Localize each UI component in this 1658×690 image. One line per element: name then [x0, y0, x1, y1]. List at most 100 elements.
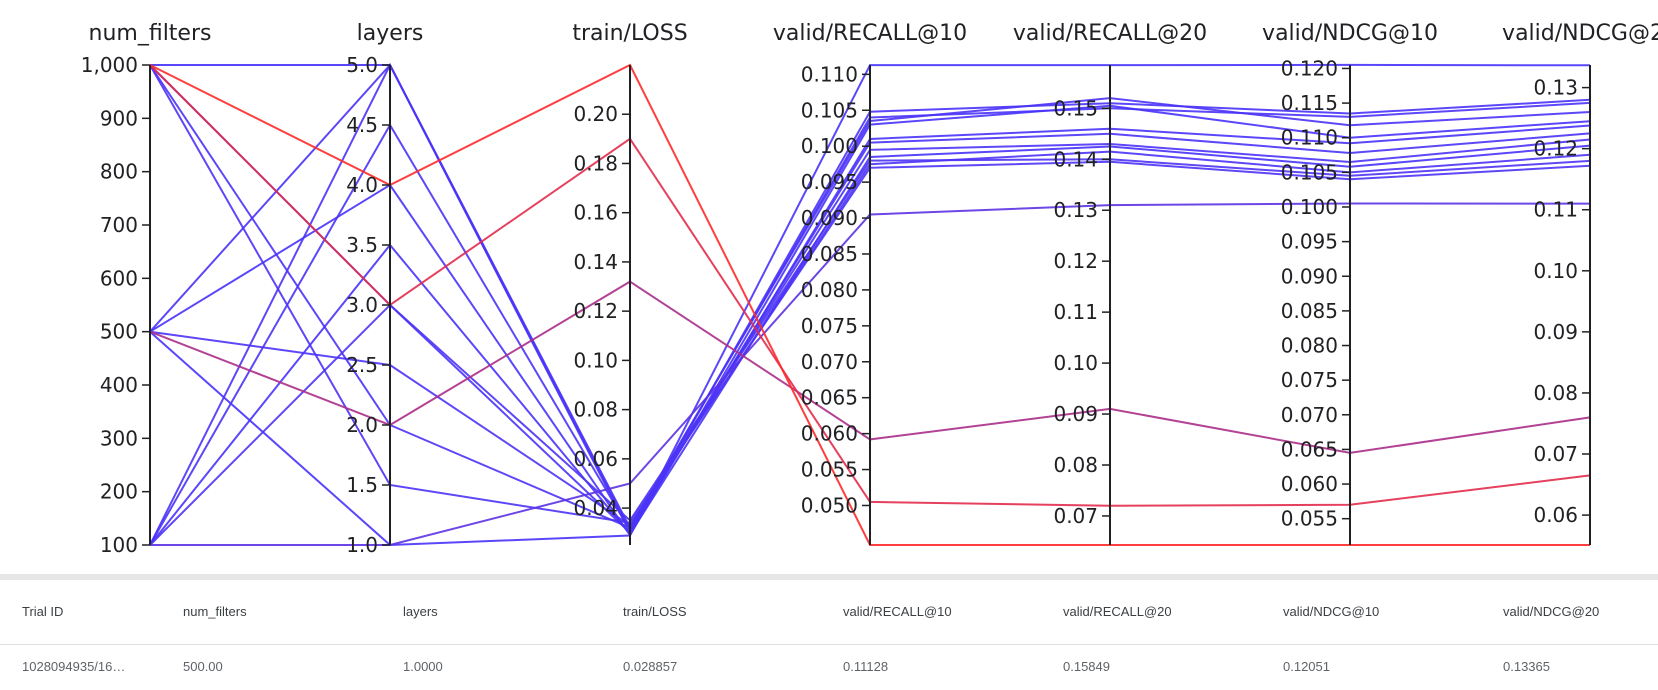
tick-label: 200 — [100, 480, 138, 504]
tick-label: 0.08 — [573, 398, 618, 422]
cell-recall10: 0.11128 — [843, 659, 889, 674]
tick-label: 0.115 — [1281, 91, 1338, 115]
axis-2[interactable]: train/LOSS 0.04 0.06 0.08 0.10 0.12 0.14 0.16 0.… — [572, 21, 688, 545]
tick-label: 0.04 — [573, 496, 618, 520]
tick-label: 0.070 — [1281, 403, 1338, 427]
cell-trial-id: 1028094935/16… — [22, 659, 126, 674]
axis-4[interactable]: valid/RECALL@20 0.07 0.08 0.09 0.10 0.11 0.12 0… — [1013, 21, 1207, 545]
tick-label: 0.06 — [1533, 503, 1578, 527]
cell-layers: 1.0000 — [403, 659, 443, 674]
header-layers[interactable]: layers — [403, 604, 438, 619]
tick-label: 0.120 — [1281, 56, 1338, 80]
axis-3[interactable]: valid/RECALL@10 0.050 0.055 0.060 0.065 0.070… — [773, 21, 967, 545]
tick-label: 0.09 — [1053, 402, 1098, 426]
table-row[interactable]: 1028094935/16… 500.00 1.0000 0.028857 0.… — [0, 645, 1658, 689]
tick-label: 0.090 — [801, 206, 858, 230]
tick-label: 800 — [100, 160, 138, 184]
axis-title[interactable]: num_filters — [89, 21, 212, 46]
cell-ndcg20: 0.13365 — [1503, 659, 1550, 674]
tick-label: 2.5 — [346, 353, 378, 377]
tick-label: 4.0 — [346, 173, 378, 197]
tick-label: 0.055 — [1281, 507, 1338, 531]
tick-label: 0.08 — [1533, 381, 1578, 405]
tick-label: 2.0 — [346, 413, 378, 437]
tick-label: 0.060 — [1281, 472, 1338, 496]
axis-title[interactable]: valid/RECALL@10 — [773, 21, 967, 46]
tick-label: 500 — [100, 320, 138, 344]
tick-label: 0.15 — [1053, 96, 1098, 120]
tick-label: 0.065 — [801, 386, 858, 410]
tick-label: 0.08 — [1053, 453, 1098, 477]
header-num-filters[interactable]: num_filters — [183, 604, 247, 619]
axis-5[interactable]: valid/NDCG@10 0.055 0.060 0.065 0.070 0.075 0.… — [1262, 21, 1438, 545]
tick-label: 600 — [100, 266, 138, 290]
tick-label: 0.14 — [573, 250, 618, 274]
tick-label: 700 — [100, 213, 138, 237]
tick-label: 0.13 — [1053, 198, 1098, 222]
tick-label: 1.0 — [346, 533, 378, 557]
header-recall10[interactable]: valid/RECALL@10 — [843, 604, 952, 619]
tick-label: 0.100 — [801, 134, 858, 158]
table-header-row: Trial ID num_filters layers train/LOSS v… — [0, 580, 1658, 645]
cell-ndcg10: 0.12051 — [1283, 659, 1330, 674]
tick-label: 0.110 — [801, 62, 858, 86]
header-ndcg10[interactable]: valid/NDCG@10 — [1283, 604, 1380, 619]
tick-label: 0.085 — [1281, 299, 1338, 323]
tick-label: 0.12 — [1533, 137, 1578, 161]
tick-label: 300 — [100, 426, 138, 450]
tick-label: 0.12 — [1053, 249, 1098, 273]
axes: num_filters 100 200 300 400 500 600 700 800 900 1,… — [81, 21, 1658, 557]
tick-label: 0.09 — [1533, 320, 1578, 344]
tick-label: 0.080 — [1281, 334, 1338, 358]
tick-label: 0.10 — [1533, 259, 1578, 283]
cell-train-loss: 0.028857 — [623, 659, 678, 674]
tick-label: 3.0 — [346, 293, 378, 317]
tick-label: 0.07 — [1053, 504, 1098, 528]
tick-label: 1,000 — [81, 53, 138, 77]
tick-label: 0.10 — [1053, 351, 1098, 375]
axis-title[interactable]: valid/NDCG@10 — [1262, 21, 1438, 46]
tick-label: 3.5 — [346, 233, 378, 257]
tick-label: 0.20 — [573, 102, 618, 126]
tick-label: 0.065 — [1281, 437, 1338, 461]
axis-title[interactable]: layers — [357, 21, 424, 46]
tick-label: 0.095 — [801, 170, 858, 194]
axis-6[interactable]: valid/NDCG@20 0.06 0.07 0.08 0.09 0.10 0.11 0.1… — [1502, 21, 1658, 545]
tick-label: 1.5 — [346, 473, 378, 497]
tick-label: 0.13 — [1533, 76, 1578, 100]
tick-label: 0.10 — [573, 348, 618, 372]
tick-label: 0.055 — [801, 458, 858, 482]
tick-label: 400 — [100, 373, 138, 397]
tick-label: 900 — [100, 106, 138, 130]
parallel-coordinates-svg[interactable]: num_filters 100 200 300 400 500 600 700 800 900 1,… — [0, 0, 1658, 572]
header-train-loss[interactable]: train/LOSS — [623, 604, 687, 619]
header-trial-id[interactable]: Trial ID — [22, 604, 64, 619]
tick-label: 0.07 — [1533, 442, 1578, 466]
tick-label: 0.105 — [801, 98, 858, 122]
axis-title[interactable]: valid/NDCG@20 — [1502, 21, 1658, 46]
tick-label: 0.105 — [1281, 160, 1338, 184]
header-ndcg20[interactable]: valid/NDCG@20 — [1503, 604, 1600, 619]
tick-label: 0.100 — [1281, 195, 1338, 219]
tick-label: 4.5 — [346, 113, 378, 137]
parallel-coordinates-chart[interactable]: num_filters 100 200 300 400 500 600 700 800 900 1,… — [0, 0, 1658, 572]
tick-label: 0.110 — [1281, 126, 1338, 150]
axis-1[interactable]: layers 1.0 1.5 2.0 2.5 3.0 3.5 4.0 4.5 5.0 — [346, 21, 423, 557]
tick-label: 0.11 — [1053, 300, 1098, 324]
tick-label: 0.085 — [801, 242, 858, 266]
axis-title[interactable]: train/LOSS — [572, 21, 687, 46]
tick-label: 0.075 — [1281, 368, 1338, 392]
axis-title[interactable]: valid/RECALL@20 — [1013, 21, 1207, 46]
tick-label: 0.18 — [573, 151, 618, 175]
axis-0[interactable]: num_filters 100 200 300 400 500 600 700 800 900 1,… — [81, 21, 212, 557]
cell-num-filters: 500.00 — [183, 659, 223, 674]
panel-divider[interactable] — [0, 574, 1658, 580]
tick-label: 0.14 — [1053, 147, 1098, 171]
header-recall20[interactable]: valid/RECALL@20 — [1063, 604, 1172, 619]
cell-recall20: 0.15849 — [1063, 659, 1110, 674]
tick-label: 0.090 — [1281, 264, 1338, 288]
tick-label: 0.06 — [573, 447, 618, 471]
tick-label: 5.0 — [346, 53, 378, 77]
tick-label: 0.16 — [573, 201, 618, 225]
trials-table: Trial ID num_filters layers train/LOSS v… — [0, 580, 1658, 690]
